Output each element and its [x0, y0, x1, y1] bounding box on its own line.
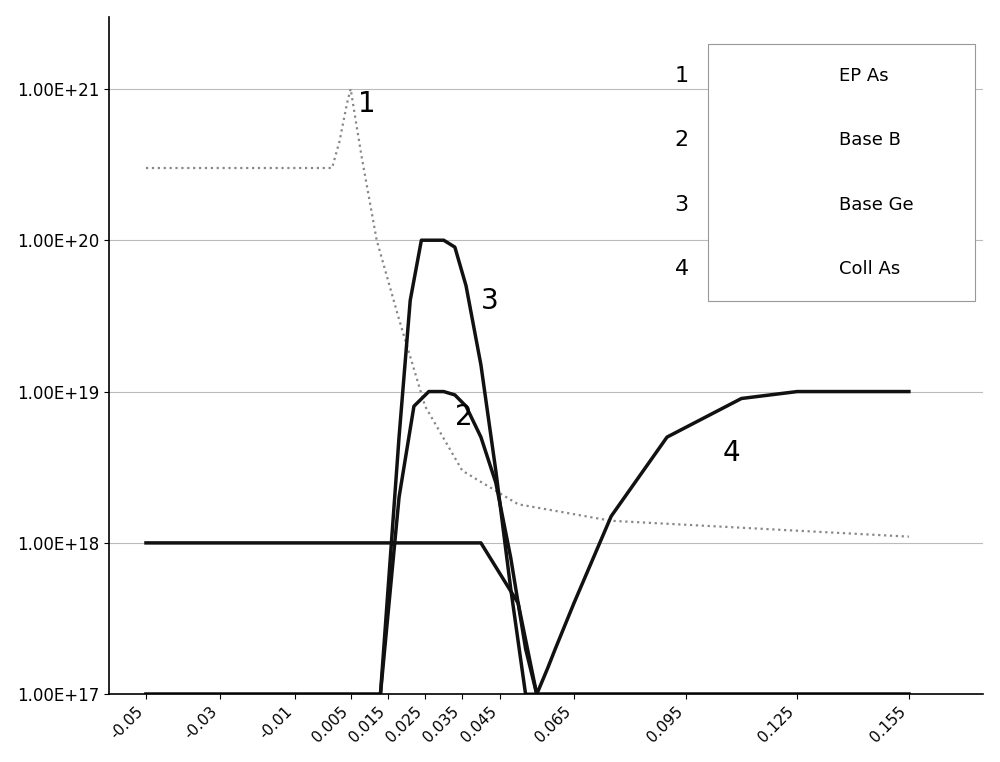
Text: Base Ge: Base Ge: [839, 196, 914, 213]
Text: Coll As: Coll As: [839, 260, 900, 278]
Text: Base B: Base B: [839, 131, 901, 149]
Text: 1: 1: [675, 66, 689, 86]
Text: 4: 4: [723, 439, 740, 466]
Text: 3: 3: [675, 195, 689, 215]
Text: 4: 4: [675, 259, 689, 279]
Text: EP As: EP As: [839, 67, 889, 85]
Text: 2: 2: [675, 130, 689, 150]
Text: 3: 3: [481, 287, 499, 315]
Text: 2: 2: [455, 403, 472, 431]
Bar: [708, 43, 975, 301]
Text: 1: 1: [358, 91, 376, 118]
